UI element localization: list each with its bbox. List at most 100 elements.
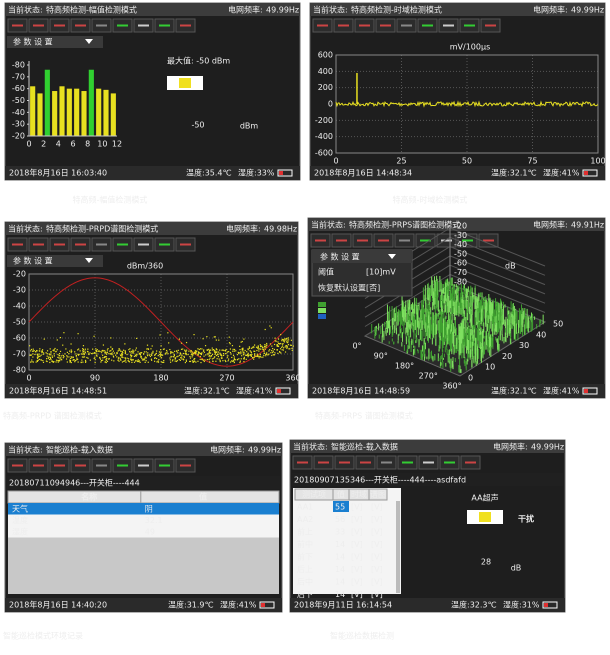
pd-dot [58, 360, 61, 362]
pd-dot [58, 355, 60, 357]
pd-dot [127, 360, 129, 362]
pd-dot [160, 353, 162, 356]
pd-dot [96, 353, 98, 355]
pd-dot [154, 354, 156, 356]
pd-dot [215, 360, 217, 362]
pd-dot [203, 351, 206, 353]
pd-dot [181, 356, 183, 358]
pd-dot [180, 353, 182, 355]
pd-dot [214, 352, 216, 354]
pd-dot [265, 346, 267, 348]
freq: 49.99Hz [248, 446, 281, 455]
status: 特高频检测-时域检测模式 [351, 5, 442, 15]
pd-dot [83, 353, 85, 355]
table-cell: [V] [371, 528, 383, 537]
pd-dot [120, 359, 122, 361]
pd-dot [219, 359, 221, 361]
pd-dot [233, 350, 235, 352]
pd-dot [178, 338, 181, 340]
pd-dot [184, 353, 186, 355]
pd-dot [105, 352, 107, 354]
pd-dot [139, 353, 142, 356]
pd-dot [147, 348, 149, 350]
pd-dot [110, 353, 112, 355]
menu-bar [7, 36, 103, 48]
pd-dot [152, 350, 154, 352]
value: -50 [191, 121, 204, 130]
pd-dot [123, 360, 125, 362]
pd-dot [89, 352, 91, 354]
state: 干扰 [518, 514, 534, 524]
pd-dot [250, 351, 252, 353]
pd-dot [140, 352, 142, 354]
pd-dot [124, 343, 126, 345]
pd-dot [208, 355, 210, 357]
pd-dot [82, 361, 84, 363]
pd-dot [129, 354, 132, 356]
pd-dot [121, 356, 123, 358]
pd-dot [158, 358, 160, 361]
pd-dot [155, 352, 157, 354]
phase-tick-label: 0° [352, 342, 361, 351]
humidity: 湿度:41% [543, 168, 580, 178]
table-cell: 前中 [297, 539, 313, 549]
pd-dot [292, 345, 294, 347]
pd-dot [270, 327, 272, 329]
pd-dot [122, 351, 124, 354]
pd-dot [243, 357, 245, 360]
pd-dot [270, 352, 272, 354]
y-tick-label: -200 [315, 116, 333, 125]
pd-dot [273, 348, 276, 351]
table-header [7, 490, 280, 504]
pd-dot [282, 347, 285, 349]
pd-dot [191, 353, 193, 355]
pd-dot [160, 361, 162, 363]
z-axis-label: dB [505, 262, 516, 271]
y-tick-label: -20 [12, 132, 25, 141]
pd-dot [57, 353, 59, 356]
status-bar [310, 3, 605, 16]
pd-dot [184, 361, 187, 364]
pd-dot [96, 349, 98, 351]
footer-bar [5, 166, 300, 180]
pd-dot [39, 355, 41, 357]
pd-dot [284, 339, 286, 341]
pd-dot [180, 348, 183, 350]
pd-dot [289, 348, 291, 350]
pd-dot [253, 346, 255, 348]
pd-dot [257, 348, 260, 350]
pd-dot [258, 355, 260, 357]
pd-dot [147, 354, 149, 356]
pd-dot [195, 351, 197, 353]
pd-dot [86, 356, 88, 359]
pd-dot [78, 353, 80, 355]
pd-dot [214, 353, 216, 355]
pd-dot [146, 344, 149, 346]
pd-dot [266, 353, 268, 355]
pd-dot [238, 352, 240, 354]
pd-dot [247, 356, 249, 358]
pd-dot [225, 360, 227, 363]
pd-dot [69, 361, 71, 363]
pd-dot [56, 339, 58, 341]
pd-dot [59, 336, 62, 339]
pd-dot [245, 354, 247, 356]
pd-dot [159, 356, 161, 358]
pd-dot [51, 356, 54, 358]
pd-dot [151, 345, 153, 347]
pd-dot [138, 352, 141, 354]
pd-dot [105, 358, 107, 360]
table-cell: [V] [371, 565, 383, 574]
pd-dot [214, 356, 216, 358]
bar [88, 69, 94, 136]
pd-dot [271, 345, 273, 347]
wall-grid [449, 274, 546, 313]
pd-dot [277, 342, 280, 345]
pd-dot [84, 350, 86, 352]
footer-bar [310, 166, 605, 180]
pd-dot [62, 354, 64, 357]
pd-dot [232, 360, 234, 363]
legend-swatch [318, 302, 326, 307]
pd-dot [170, 352, 172, 354]
pd-dot [95, 351, 98, 353]
